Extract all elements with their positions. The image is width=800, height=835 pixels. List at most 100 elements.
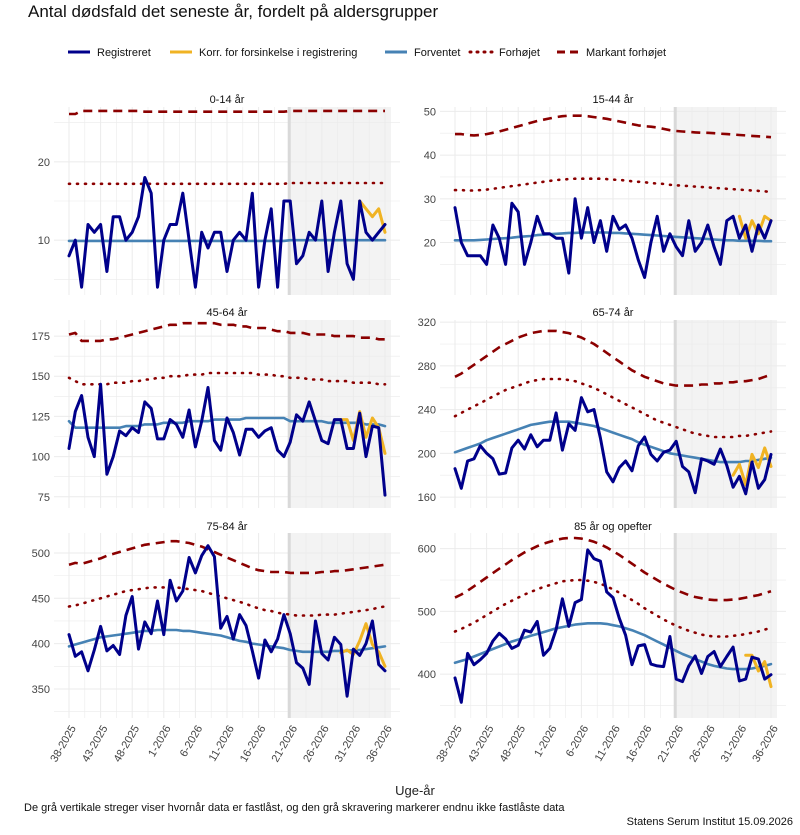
x-axis-label: Uge-år <box>395 783 435 798</box>
series-forhoejet <box>453 578 773 638</box>
legend-label-markant: Markant forhøjet <box>586 47 666 59</box>
y-tick-label: 400 <box>418 669 436 681</box>
series-registreret <box>453 197 773 279</box>
series-markant <box>454 536 772 602</box>
panel-title: 0-14 år <box>210 94 245 106</box>
legend: Registreret Korr. for forsinkelse i regis… <box>68 47 666 59</box>
series-registreret <box>453 396 773 496</box>
y-tick-label: 100 <box>32 452 50 464</box>
x-tick-label: 31-2026 <box>333 723 364 764</box>
y-tick-label: 280 <box>418 361 436 373</box>
series-lines <box>453 114 773 279</box>
y-tick-label: 200 <box>418 448 436 460</box>
legend-label-registreret: Registreret <box>97 47 151 59</box>
x-tick-label: 38-2025 <box>48 723 79 764</box>
y-tick-label: 20 <box>38 157 50 169</box>
series-markant <box>455 114 772 139</box>
grid <box>54 533 400 718</box>
chart-title: Antal dødsfald det seneste år, fordelt p… <box>28 2 438 21</box>
x-tick-label: 36-2026 <box>364 723 395 764</box>
legend-item-markant: Markant forhøjet <box>557 47 666 59</box>
x-tick-label: 11-2026 <box>207 723 237 763</box>
y-tick-label: 10 <box>38 235 50 247</box>
x-tick-label: 26-2026 <box>687 723 718 764</box>
series-registreret <box>67 176 387 289</box>
y-tick-label: 600 <box>418 544 436 556</box>
series-forhoejet <box>453 177 773 194</box>
x-tick-label: 43-2025 <box>80 723 111 764</box>
series-registreret <box>67 382 387 497</box>
x-tick-label: 1-2026 <box>532 723 560 759</box>
panel-title: 75-84 år <box>207 521 248 533</box>
y-tick-label: 150 <box>32 371 50 383</box>
y-tick-label: 75 <box>38 492 50 504</box>
panel-1: 15-44 år 20 30 40 50 <box>424 94 786 295</box>
series-markant <box>69 109 385 116</box>
legend-item-forhoejet: Forhøjet <box>468 47 540 59</box>
legend-label-forhoejet: Forhøjet <box>499 47 540 59</box>
series-forventet <box>67 238 387 243</box>
x-tick-label: 48-2025 <box>112 723 143 764</box>
x-tick-label: 31-2026 <box>719 723 750 764</box>
legend-item-registreret: Registreret <box>68 47 151 59</box>
series-registreret <box>453 548 773 704</box>
series-korr <box>731 446 773 487</box>
x-tick-label: 36-2026 <box>750 723 781 764</box>
y-tick-label: 400 <box>32 639 50 651</box>
series-markant <box>68 321 385 343</box>
series-korr <box>744 653 773 689</box>
series-lines <box>67 321 387 497</box>
y-tick-label: 500 <box>418 606 436 618</box>
series-forventet <box>453 420 773 464</box>
panel-2: 45-64 år 75 100 125 150 175 <box>32 307 400 508</box>
series-forhoejet <box>67 371 387 386</box>
panel-4: 75-84 år 350 400 450 500 38-2025 43-2025 48-202… <box>32 521 400 764</box>
grid <box>54 320 400 508</box>
x-tick-label: 16-2026 <box>624 723 655 764</box>
series-forhoejet <box>67 181 387 186</box>
series-korr <box>737 214 773 240</box>
panel-title: 65-74 år <box>593 307 634 319</box>
series-lines <box>67 539 387 698</box>
x-tick-label: 6-2026 <box>564 723 592 759</box>
series-registreret <box>67 544 387 698</box>
series-lines <box>453 536 773 704</box>
panels: 0-14 år 10 20 15-44 år 20 30 40 50 45-64 år 75 100… <box>32 94 786 764</box>
series-forhoejet <box>67 586 387 617</box>
x-tick-label: 21-2026 <box>656 723 687 764</box>
series-markant <box>68 539 386 575</box>
grid <box>440 107 786 295</box>
x-tick-label: 11-2026 <box>593 723 623 763</box>
panel-title: 45-64 år <box>207 307 248 319</box>
panel-title: 85 år og opefter <box>574 521 652 533</box>
x-tick-label: 1-2026 <box>146 723 174 759</box>
y-tick-label: 50 <box>424 106 436 118</box>
series-markant <box>454 329 772 387</box>
series-korr <box>358 199 387 234</box>
series-forhoejet <box>453 377 773 439</box>
y-tick-label: 350 <box>32 684 50 696</box>
legend-item-korr: Korr. for forsinkelse i registrering <box>170 47 357 59</box>
x-tick-label: 21-2026 <box>270 723 301 764</box>
panel-3: 65-74 år 160 200 240 280 320 <box>418 307 786 508</box>
series-lines <box>67 109 387 289</box>
series-lines <box>453 329 773 496</box>
source-note: Statens Serum Institut 15.09.2026 <box>627 816 793 828</box>
x-tick-label: 38-2025 <box>434 723 465 764</box>
legend-label-korr: Korr. for forsinkelse i registrering <box>199 47 357 59</box>
unlocked-shade <box>675 533 777 718</box>
x-tick-label: 48-2025 <box>498 723 529 764</box>
y-tick-label: 160 <box>418 492 436 504</box>
y-tick-label: 240 <box>418 405 436 417</box>
legend-label-forventet: Forventet <box>414 47 460 59</box>
y-tick-label: 125 <box>32 411 50 423</box>
y-tick-label: 450 <box>32 593 50 605</box>
x-tick-label: 26-2026 <box>301 723 332 764</box>
legend-item-forventet: Forventet <box>385 47 460 59</box>
y-tick-label: 20 <box>424 238 436 250</box>
panel-title: 15-44 år <box>593 94 634 106</box>
panel-5: 85 år og opefter 400 500 600 38-2025 43-2025 4… <box>418 521 786 764</box>
y-tick-label: 175 <box>32 331 50 343</box>
